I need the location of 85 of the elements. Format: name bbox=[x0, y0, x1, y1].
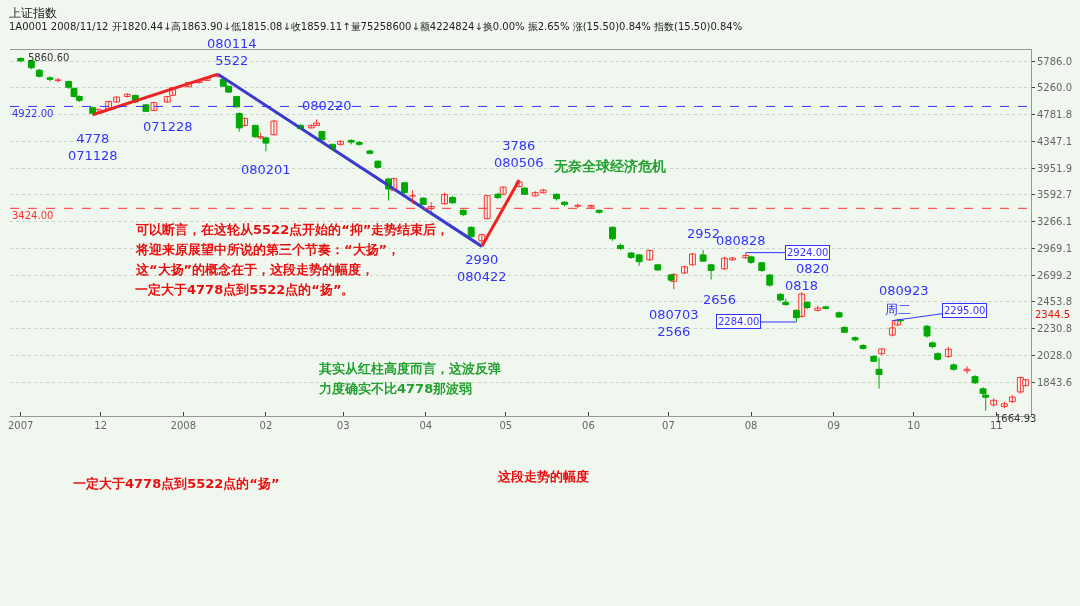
candlestick bbox=[835, 311, 843, 319]
y-tick-label: 2969.1 bbox=[1037, 242, 1072, 254]
chart-title: 上证指数 bbox=[9, 6, 57, 20]
annotation: 5860.60 bbox=[28, 52, 70, 63]
candlestick bbox=[766, 273, 774, 288]
annotation: 080923 bbox=[879, 283, 929, 298]
candlestick bbox=[923, 324, 931, 339]
x-tick-label: 09 bbox=[827, 420, 841, 431]
annotation: 一定大于4778点到5522点的“扬”。 bbox=[135, 282, 355, 297]
candlestick bbox=[934, 351, 942, 362]
ref-line-label: 3424.00 bbox=[12, 210, 54, 221]
candlestick bbox=[233, 95, 241, 108]
ref-line-label: 4922.00 bbox=[12, 108, 54, 119]
x-tick-label: 2007 bbox=[7, 420, 34, 431]
annotation: 071228 bbox=[143, 119, 193, 134]
annotation: 2924.00 bbox=[787, 247, 829, 258]
annotation: 周二 bbox=[885, 302, 911, 317]
text: 这段走势的幅度 bbox=[497, 469, 589, 484]
annotation: 080703 2566 bbox=[649, 307, 699, 339]
candlestick bbox=[840, 325, 848, 334]
y-tick-label: 3592.7 bbox=[1037, 189, 1072, 201]
annotation: 3786 080506 bbox=[494, 138, 544, 170]
candlestick bbox=[270, 119, 278, 136]
y-tick-label: 1843.6 bbox=[1037, 376, 1072, 388]
candlestick bbox=[499, 186, 507, 196]
annotation: 2656 bbox=[703, 292, 737, 307]
text: 一定大于4778点到5522点的“扬” bbox=[73, 476, 280, 491]
annotation: 080220 bbox=[302, 98, 352, 113]
annotation: 0818 bbox=[785, 278, 819, 293]
annotation: 其实从红柱高度而言，这波反弹 bbox=[318, 361, 501, 376]
candlestick bbox=[521, 186, 528, 196]
candlestick bbox=[401, 181, 408, 195]
y-tick-label: 5260.0 bbox=[1037, 82, 1072, 94]
annotation: 080201 bbox=[241, 162, 291, 177]
candlestick bbox=[689, 252, 696, 267]
candlestick bbox=[758, 261, 766, 273]
annotation: 2990 080422 bbox=[457, 252, 507, 284]
x-tick-label: 05 bbox=[499, 420, 513, 431]
annotation: 力度确实不比4778那波弱 bbox=[318, 381, 473, 396]
candlestick bbox=[851, 335, 859, 343]
x-tick-label: 12 bbox=[94, 420, 108, 431]
candlestick bbox=[859, 343, 867, 351]
x-tick-label: 08 bbox=[744, 420, 758, 431]
text: 2344.5 bbox=[1035, 309, 1070, 320]
y-tick-label: 5786.0 bbox=[1037, 55, 1072, 67]
y-tick-label: 3951.9 bbox=[1037, 162, 1072, 174]
y-tick-label: 4347.1 bbox=[1037, 135, 1072, 147]
x-tick-label: 10 bbox=[907, 420, 921, 431]
annotation: 这“大扬”的概念在于，这段走势的幅度， bbox=[135, 262, 375, 277]
candlestick bbox=[262, 136, 270, 152]
annotation: 080114 5522 bbox=[207, 36, 257, 68]
annotation: 无奈全球经济危机 bbox=[553, 158, 666, 174]
annotation: 可以断言，在这轮从5522点开始的“抑”走势结束后， bbox=[135, 222, 450, 237]
candlestick bbox=[46, 75, 54, 82]
annotation: 0820 bbox=[796, 261, 830, 276]
candlestick bbox=[878, 347, 886, 356]
candlestick bbox=[235, 111, 243, 133]
candlestick bbox=[742, 252, 750, 260]
candlestick bbox=[814, 305, 822, 313]
x-tick-label: 2008 bbox=[170, 420, 197, 431]
candlestick bbox=[1008, 394, 1016, 404]
chart-subtitle: 1A0001 2008/11/12 开1820.44↓高1863.90↓低1815.08↓收1859.11↑量75258600↓额4224824↓换0.00% 振2.65% 涨(15.50)0.84% 指数(15.50)0.84% bbox=[9, 21, 743, 32]
x-tick-label: 07 bbox=[662, 420, 675, 431]
candlestick bbox=[990, 397, 998, 408]
y-tick-label: 2028.0 bbox=[1037, 349, 1072, 361]
candlestick bbox=[950, 363, 958, 372]
annotation: 4778 071128 bbox=[68, 131, 118, 163]
candlestick bbox=[654, 263, 662, 272]
candlestick bbox=[982, 389, 990, 412]
y-tick-label: 2230.8 bbox=[1037, 323, 1072, 335]
annotation: 1664.93 bbox=[995, 413, 1037, 424]
candlestick bbox=[54, 77, 62, 84]
y-tick-label: 4781.8 bbox=[1037, 109, 1072, 121]
annotation: 2295.00 bbox=[944, 305, 986, 316]
y-tick-label: 2699.2 bbox=[1037, 269, 1072, 281]
x-tick-label: 02 bbox=[259, 420, 273, 431]
candlestick bbox=[366, 149, 374, 155]
y-tick-label: 2453.8 bbox=[1037, 296, 1072, 308]
x-tick-label: 03 bbox=[336, 420, 350, 431]
x-tick-label: 04 bbox=[419, 420, 433, 431]
y-tick-label: 3266.1 bbox=[1037, 216, 1072, 228]
annotation: 2284.00 bbox=[718, 316, 760, 327]
x-tick-label: 06 bbox=[582, 420, 595, 431]
candlestick bbox=[681, 265, 688, 275]
annotation: 将迎来原展望中所说的第三个节奏：“大扬”， bbox=[135, 242, 401, 257]
